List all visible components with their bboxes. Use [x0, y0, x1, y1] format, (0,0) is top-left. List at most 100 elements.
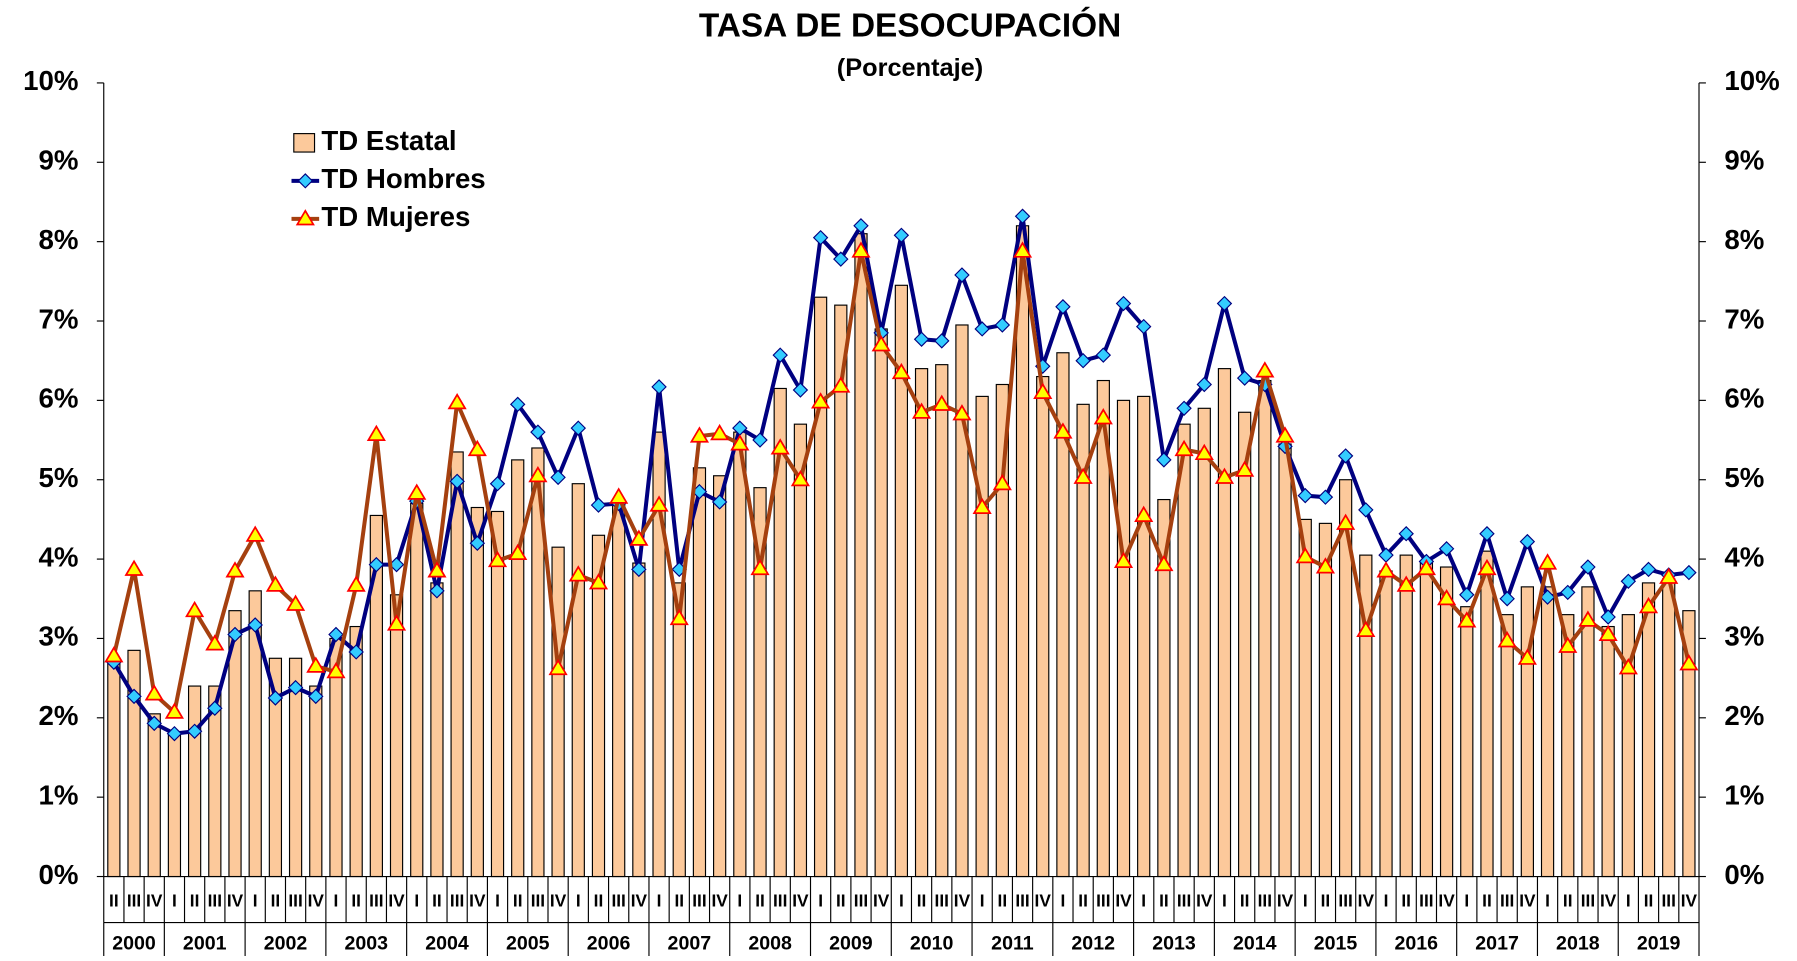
x-tick-label: IV	[1035, 890, 1052, 910]
bar	[935, 364, 949, 878]
triangle-marker	[1235, 460, 1255, 477]
triangle-marker	[265, 575, 285, 592]
bar	[1500, 614, 1514, 878]
bar	[1561, 614, 1575, 878]
chart-title: TASA DE DESOCUPACIÓN	[699, 6, 1121, 44]
x-tick-label: I	[495, 890, 500, 910]
x-tick-label: I	[1141, 890, 1146, 910]
bar	[1197, 407, 1211, 878]
x-tick-label: I	[818, 890, 823, 910]
x-tick-label: II	[998, 890, 1008, 910]
x-tick-label: III	[1581, 890, 1595, 910]
bar	[1238, 411, 1252, 878]
year-label: 2006	[587, 933, 631, 955]
x-tick-label: III	[450, 890, 464, 910]
diamond-marker	[631, 561, 647, 578]
diamond-marker	[1135, 318, 1152, 335]
bar	[1662, 578, 1676, 878]
bar	[632, 562, 646, 878]
x-tick-label: I	[172, 890, 177, 910]
y-tick-label: 7%	[38, 303, 78, 334]
x-tick-label: II	[271, 890, 281, 910]
y2-tick-label: 8%	[1724, 224, 1764, 255]
diamond-marker	[186, 723, 203, 740]
y-tick-label: 10%	[23, 65, 78, 96]
x-tick-label: II	[1159, 890, 1169, 910]
x-tick-label: IV	[1600, 890, 1617, 910]
diamond-marker	[227, 626, 243, 643]
x-tick-label: IV	[227, 890, 244, 910]
y-tick-label: 1%	[38, 779, 78, 810]
x-tick-label: I	[1222, 890, 1227, 910]
x-tick-label: II	[1240, 890, 1250, 910]
diamond-marker	[590, 497, 607, 513]
bar	[1379, 570, 1393, 878]
bar	[813, 296, 828, 878]
x-tick-label: II	[594, 890, 604, 910]
triangle-marker	[1376, 561, 1396, 578]
year-label: 2004	[425, 933, 469, 955]
legend-label: TD Estatal	[321, 125, 456, 156]
bar	[1540, 586, 1555, 878]
triangle-marker	[750, 558, 770, 576]
x-tick-label: I	[1464, 890, 1469, 910]
triangle-marker	[649, 495, 669, 512]
diamond-marker	[1317, 489, 1334, 505]
triangle-marker	[992, 473, 1012, 491]
diamond-marker	[833, 251, 849, 267]
y-tick-label: 8%	[38, 224, 78, 255]
x-tick-label: I	[899, 890, 904, 910]
diamond-marker	[469, 535, 486, 551]
diamond-marker	[913, 331, 930, 347]
bar	[854, 233, 868, 878]
year-label: 2007	[668, 933, 712, 955]
year-label: 2019	[1637, 933, 1681, 955]
triangle-marker	[185, 600, 205, 618]
legend-label: TD Mujeres	[321, 201, 470, 232]
x-tick-label: II	[109, 890, 119, 910]
bar	[127, 649, 141, 878]
triangle-marker	[710, 423, 730, 441]
x-tick-label: III	[127, 890, 141, 910]
bar	[430, 582, 444, 878]
bar	[1641, 582, 1656, 878]
bar	[793, 423, 808, 878]
x-tick-label: IV	[873, 890, 890, 910]
diamond-marker	[1600, 609, 1616, 625]
diamond-marker	[328, 626, 344, 643]
y2-tick-label: 10%	[1724, 65, 1779, 96]
y2-tick-label: 7%	[1724, 303, 1764, 334]
x-tick-label: III	[208, 890, 222, 910]
triangle-marker	[508, 543, 528, 561]
diamond-marker	[1216, 295, 1233, 312]
year-label: 2013	[1152, 933, 1196, 955]
diamond-marker	[772, 347, 788, 363]
bar	[551, 546, 565, 878]
y2-tick-label: 2%	[1724, 700, 1764, 731]
triangle-marker	[1214, 467, 1235, 484]
x-tick-label: III	[1500, 890, 1514, 910]
bar	[1258, 379, 1272, 878]
x-tick-label: II	[1644, 890, 1654, 910]
triangle-marker	[1134, 505, 1154, 522]
triangle-marker	[1033, 382, 1053, 399]
year-label: 2009	[829, 933, 873, 955]
x-tick-label: II	[190, 890, 200, 910]
bar	[1298, 518, 1312, 878]
diamond-marker	[1459, 587, 1475, 603]
triangle-marker	[1255, 361, 1275, 378]
triangle-marker	[1174, 439, 1194, 457]
x-tick-label: II	[432, 890, 442, 910]
legend-swatch	[293, 133, 316, 153]
triangle-marker	[467, 439, 487, 457]
x-tick-label: II	[836, 890, 846, 910]
y-tick-label: 3%	[38, 621, 78, 652]
x-tick-label: IV	[469, 890, 486, 910]
bar	[1015, 225, 1030, 878]
y-tick-label: 0%	[38, 859, 78, 890]
x-tick-label: IV	[308, 890, 325, 910]
diamond-marker	[974, 321, 990, 337]
diamond-marker	[994, 317, 1011, 333]
x-tick-label: II	[351, 890, 361, 910]
x-tick-label: I	[576, 890, 581, 910]
